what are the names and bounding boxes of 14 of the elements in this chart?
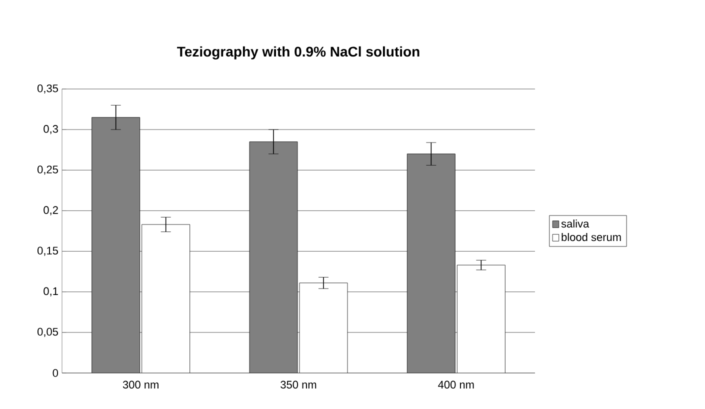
x-tick-label: 300 nm — [122, 380, 158, 389]
y-tick-label: 0,2 — [44, 206, 58, 216]
y-tick-label: 0,05 — [37, 328, 58, 337]
x-tick-label: 350 nm — [280, 380, 316, 389]
y-tick-label: 0,3 — [44, 125, 58, 134]
y-tick-label: 0,1 — [44, 287, 58, 296]
y-tick-label: 0 — [52, 369, 58, 377]
chart-title: Teziography with 0.9% NaCl solution — [177, 46, 420, 60]
legend-label: saliva — [561, 220, 590, 228]
legend-label: blood serum — [562, 232, 621, 242]
y-tick-label: 0,15 — [37, 246, 58, 256]
x-tick-label: 400 nm — [438, 380, 474, 389]
y-tick-label: 0,25 — [37, 166, 58, 175]
y-tick-label: 0,35 — [37, 84, 58, 94]
